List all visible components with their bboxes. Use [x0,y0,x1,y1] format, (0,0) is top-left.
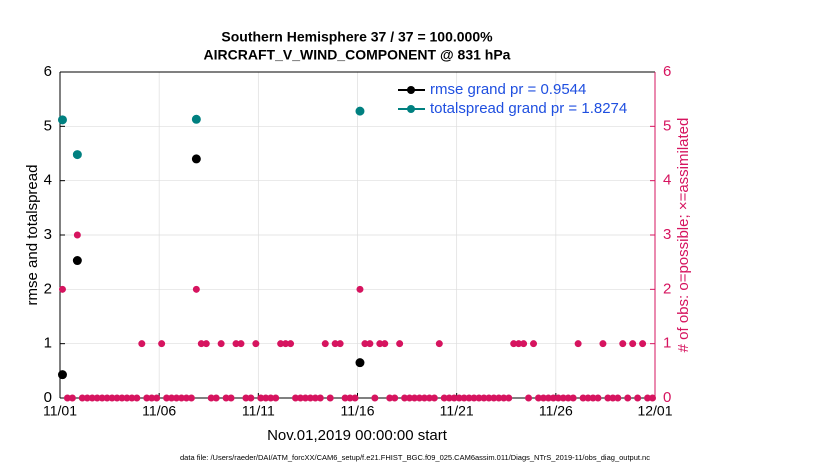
point [396,340,404,348]
point [57,115,67,125]
point [599,340,607,348]
point [68,394,76,402]
point [158,340,166,348]
y2-tick-label: 6 [663,63,671,80]
point [191,114,201,124]
point [351,394,359,402]
legend-label: rmse grand pr = 0.9544 [430,81,586,98]
point [639,340,647,348]
x-tick-label: 11/06 [142,403,176,419]
y-tick-label: 6 [44,63,52,80]
point [530,340,538,348]
y-tick-label: 1 [44,335,52,352]
point [316,394,324,402]
point [153,394,161,402]
y-axis-label: rmse and totalspread [24,165,41,306]
x-tick-label: 11/01 [43,403,77,419]
point [594,394,602,402]
y-tick-label: 0 [44,389,52,406]
y2-tick-label: 5 [663,117,671,134]
point [391,394,399,402]
y-tick-label: 2 [44,280,52,297]
point [366,340,374,348]
point [73,231,81,239]
y-tick-label: 3 [44,226,52,243]
point [371,394,379,402]
chart-title: Southern Hemisphere 37 / 37 = 100.000% [221,29,493,45]
legend-label: totalspread grand pr = 1.8274 [430,100,627,117]
y2-tick-label: 1 [663,335,671,352]
y-tick-label: 5 [44,117,52,134]
point [192,285,200,293]
point [525,394,533,402]
y2-tick-label: 0 [663,389,671,406]
point [187,394,195,402]
point [247,394,255,402]
point [326,394,334,402]
point [217,340,225,348]
point [569,394,577,402]
point [138,340,146,348]
point [72,150,82,160]
x-tick-label: 11/11 [242,403,275,419]
y2-tick-label: 2 [663,280,671,297]
point [619,340,627,348]
point [634,394,642,402]
point [381,340,389,348]
point [629,340,637,348]
point [355,358,365,368]
point [624,394,632,402]
point [649,394,657,402]
point [336,340,344,348]
point [505,394,513,402]
point [237,340,245,348]
point [435,340,443,348]
point [574,340,582,348]
y-tick-label: 4 [44,172,52,189]
point [430,394,438,402]
chart-subtitle: AIRCRAFT_V_WIND_COMPONENT @ 831 hPa [204,47,511,63]
x-tick-label: 12/01 [637,403,672,419]
point [252,340,260,348]
legend-marker [407,105,415,113]
point [227,394,235,402]
point [212,394,220,402]
x-tick-label: 11/26 [539,403,573,419]
x-tick-label: 11/21 [440,403,474,419]
point [272,394,280,402]
point [191,154,201,164]
x-axis-label: Nov.01,2019 00:00:00 start [267,427,448,444]
point [287,340,295,348]
point [614,394,622,402]
y2-tick-label: 3 [663,226,671,243]
point [57,370,67,380]
point [58,285,66,293]
point [520,340,528,348]
point [321,340,329,348]
x-tick-label: 11/16 [341,403,375,419]
point [72,256,82,266]
point [356,285,364,293]
point [133,394,141,402]
y2-tick-label: 4 [663,172,671,189]
point [355,106,365,116]
legend-marker [407,86,415,94]
footnote: data file: /Users/raeder/DAI/ATM_forcXX/… [180,453,650,462]
point [202,340,210,348]
y2-axis-label: # of obs: o=possible; ×=assimilated [675,118,692,353]
